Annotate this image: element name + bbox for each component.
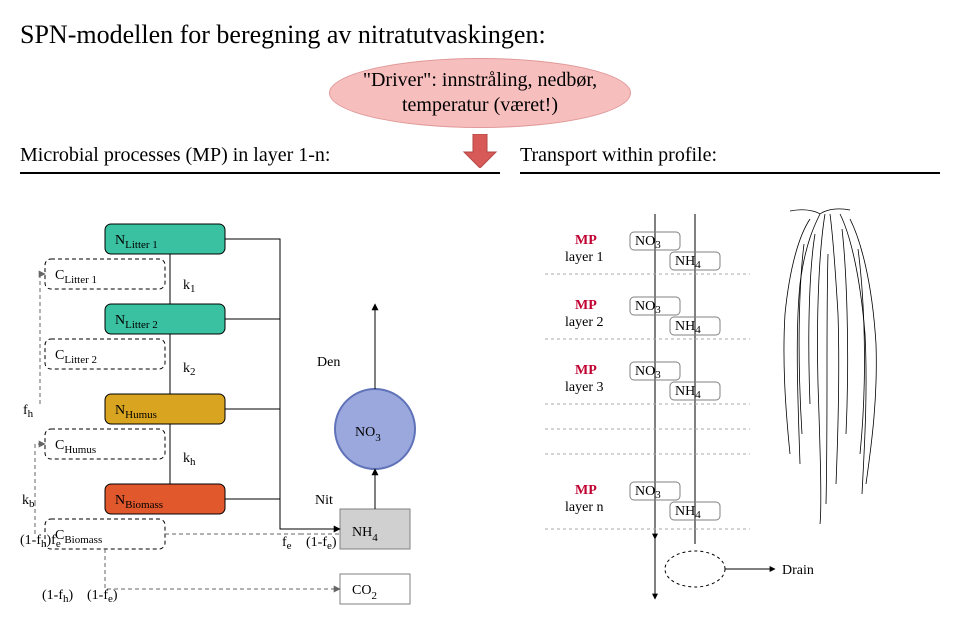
pool-co2: CO2 — [340, 574, 410, 604]
pool-n-litter2: NLitter 2 — [105, 304, 225, 334]
pool-c-litter1: CLitter 1 — [45, 259, 165, 289]
svg-text:CO2: CO2 — [352, 583, 377, 602]
no3-circle: NO3 — [335, 389, 415, 469]
roots-icon — [784, 209, 876, 524]
page-title: SPN-modellen for beregning av nitratutva… — [20, 20, 940, 50]
pool-nh4: NH4 — [340, 509, 410, 549]
svg-text:NH4: NH4 — [675, 319, 701, 336]
driver-line2: temperatur (været!) — [402, 94, 558, 116]
svg-text:CHumus: CHumus — [55, 438, 96, 456]
panel-right-title: Transport within profile: — [520, 144, 717, 167]
svg-text:NO3: NO3 — [635, 234, 661, 251]
panel-right: Transport within profile: — [520, 172, 940, 624]
svg-text:MP: MP — [575, 298, 597, 313]
svg-text:NH4: NH4 — [675, 504, 701, 521]
svg-text:MP: MP — [575, 363, 597, 378]
pool-n-biomass: NBiomass — [105, 484, 225, 514]
svg-text:fe: fe — [282, 535, 292, 552]
svg-text:k2: k2 — [183, 361, 196, 378]
pool-n-humus: NHumus — [105, 394, 225, 424]
svg-text:CLitter 1: CLitter 1 — [55, 268, 97, 286]
svg-text:layer 2: layer 2 — [565, 315, 603, 330]
main-row: Microbial processes (MP) in layer 1-n: N… — [20, 172, 940, 624]
svg-text:k1: k1 — [183, 278, 196, 295]
svg-text:kb: kb — [22, 493, 35, 510]
svg-text:MP: MP — [575, 483, 597, 498]
svg-text:Nit: Nit — [315, 493, 333, 508]
layer-3: MP layer 3 NO3 NH4 — [545, 362, 750, 454]
svg-text:MP: MP — [575, 233, 597, 248]
layer-2: MP layer 2 NO3 NH4 — [545, 297, 750, 339]
svg-text:layer 1: layer 1 — [565, 250, 603, 265]
svg-text:NO3: NO3 — [635, 299, 661, 316]
pool-c-biomass: CBiomass — [45, 519, 165, 549]
svg-text:layer 3: layer 3 — [565, 380, 603, 395]
svg-text:(1-fh): (1-fh) — [42, 588, 74, 605]
panel-left: Microbial processes (MP) in layer 1-n: N… — [20, 172, 500, 624]
svg-text:CLitter 2: CLitter 2 — [55, 348, 97, 366]
driver-bubble-wrap: "Driver": innstråling, nedbør, temperatu… — [20, 58, 940, 128]
driver-line1: "Driver": innstråling, nedbør, — [363, 69, 597, 91]
svg-text:kh: kh — [183, 451, 196, 468]
svg-text:NH4: NH4 — [675, 384, 701, 401]
panel-left-title: Microbial processes (MP) in layer 1-n: — [20, 144, 330, 167]
layer-n: MP layer n NO3 NH4 — [545, 482, 750, 529]
svg-text:layer n: layer n — [565, 500, 603, 515]
right-svg: MP layer 1 NO3 NH4 MP layer 2 NO3 NH4 MP… — [520, 204, 940, 624]
svg-text:NH4: NH4 — [675, 254, 701, 271]
svg-text:(1-fe): (1-fe) — [87, 588, 118, 605]
svg-text:(1-fh)fe: (1-fh)fe — [20, 533, 61, 550]
pool-c-humus: CHumus — [45, 429, 165, 459]
svg-text:Den: Den — [317, 355, 340, 370]
driver-bubble: "Driver": innstråling, nedbør, temperatu… — [329, 58, 631, 128]
svg-text:fh: fh — [23, 403, 34, 420]
svg-text:NO3: NO3 — [635, 364, 661, 381]
left-svg: NLitter 1 CLitter 1 NLitter 2 CLitter 2 … — [20, 204, 500, 624]
pool-n-litter1: NLitter 1 — [105, 224, 225, 254]
pool-c-litter2: CLitter 2 — [45, 339, 165, 369]
layer-1: MP layer 1 NO3 NH4 — [545, 232, 750, 274]
drain-label: Drain — [782, 563, 814, 578]
svg-text:(1-fe): (1-fe) — [306, 535, 337, 552]
svg-text:CBiomass: CBiomass — [55, 528, 102, 546]
svg-text:NO3: NO3 — [635, 484, 661, 501]
